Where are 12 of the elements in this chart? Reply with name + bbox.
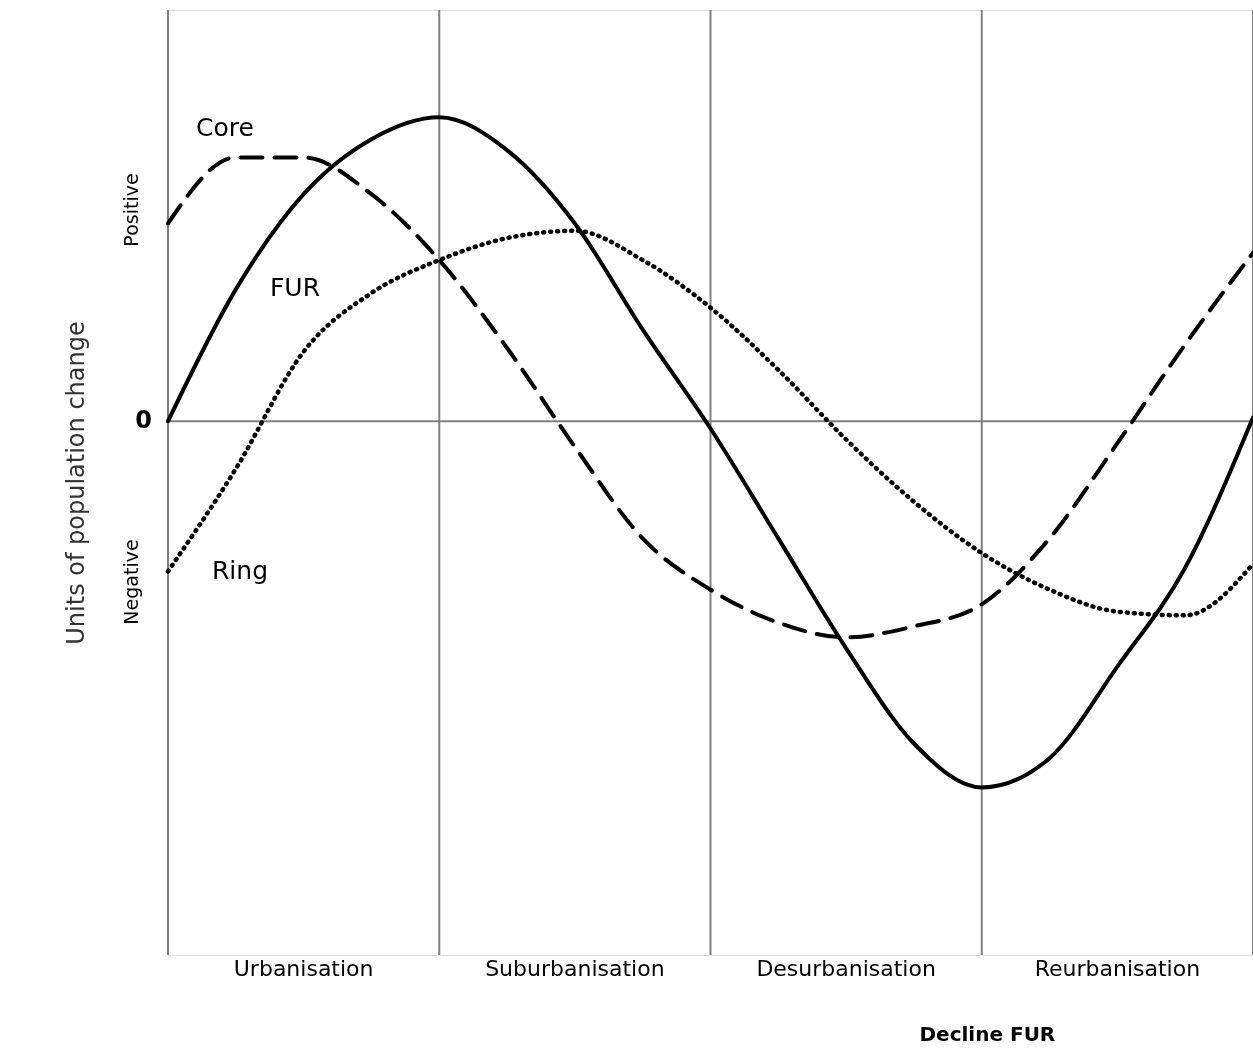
- ref-line-label: 0: [135, 406, 152, 435]
- series-label: FUR: [269, 273, 321, 303]
- y-axis-title: Units of population change: [61, 321, 90, 645]
- text: Reurbanisation: [1034, 956, 1201, 981]
- series-label: Ring: [211, 556, 269, 586]
- text: Negative: [120, 539, 142, 625]
- text: Suburbanisation: [485, 956, 665, 981]
- text: Decline FUR: [919, 1022, 1056, 1046]
- series-label: Core: [196, 113, 254, 143]
- text: Desurbanisation: [756, 956, 936, 981]
- text: Positive: [120, 173, 142, 247]
- text: Urbanisation: [233, 956, 374, 981]
